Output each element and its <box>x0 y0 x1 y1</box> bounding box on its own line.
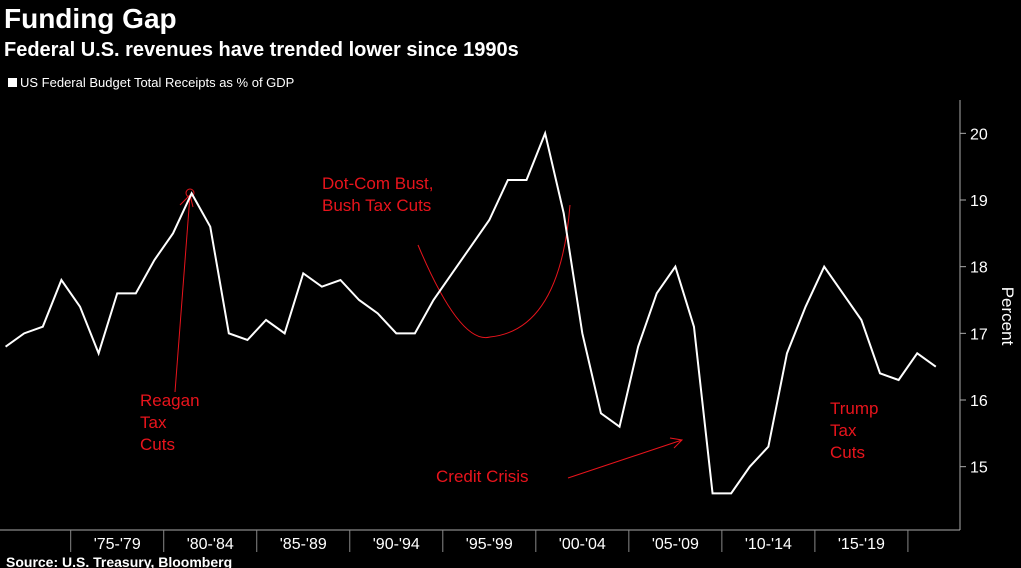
annotation: Trump <box>830 399 879 418</box>
source: Source: U.S. Treasury, Bloomberg <box>6 554 232 568</box>
x-tick-label: '75-'79 <box>94 536 141 553</box>
y-tick-label: 19 <box>970 193 988 210</box>
annotation: Dot-Com Bust, <box>322 174 433 193</box>
annotation: Cuts <box>830 443 865 462</box>
arrow-head <box>669 437 684 449</box>
chart-title: Funding Gap <box>4 3 177 34</box>
y-tick-label: 16 <box>970 393 988 410</box>
x-tick-label: '00-'04 <box>559 536 606 553</box>
arrow <box>417 204 571 339</box>
annotation: Tax <box>140 413 167 432</box>
annotation: Credit Crisis <box>436 467 529 486</box>
annotation: Tax <box>830 421 857 440</box>
annotation-arrows <box>174 194 684 479</box>
chart-subtitle: Federal U.S. revenues have trended lower… <box>4 39 519 61</box>
y-tick-label: 15 <box>970 460 988 477</box>
annotation: Cuts <box>140 435 175 454</box>
x-tick-label: '95-'99 <box>466 536 513 553</box>
x-tick-label: '85-'89 <box>280 536 327 553</box>
y-tick-label: 18 <box>970 260 988 277</box>
arrow <box>567 439 683 479</box>
y-tick-label: 20 <box>970 126 988 143</box>
x-tick-label: '90-'94 <box>373 536 420 553</box>
x-tick-label: '15-'19 <box>838 536 885 553</box>
legend-label: US Federal Budget Total Receipts as % of… <box>20 75 294 90</box>
annotation: Bush Tax Cuts <box>322 196 431 215</box>
x-tick-label: '05-'09 <box>652 536 699 553</box>
y-tick-label: 17 <box>970 326 988 343</box>
legend-swatch <box>8 78 17 87</box>
x-tick-label: '10-'14 <box>745 536 792 553</box>
line-series <box>4 130 937 495</box>
x-tick-label: '80-'84 <box>187 536 234 553</box>
arrow <box>174 194 191 393</box>
annotation: Reagan <box>140 391 200 410</box>
y-axis-label: Percent <box>998 287 1017 346</box>
